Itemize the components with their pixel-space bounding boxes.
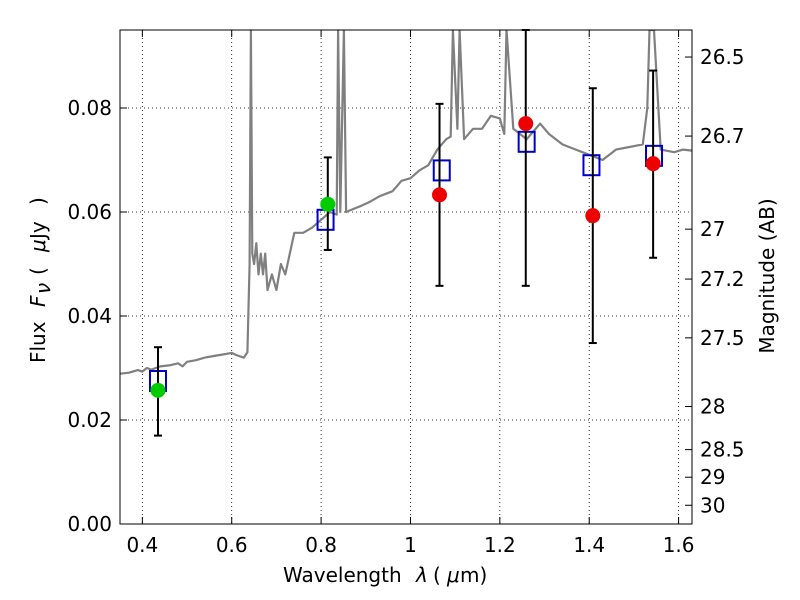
svg-text:F: F	[26, 295, 50, 307]
grid	[120, 30, 692, 524]
right-tick-label: 27.5	[700, 326, 745, 350]
x-tick-label: 1.2	[484, 533, 516, 557]
x-tick-label: 0.8	[305, 533, 337, 557]
y-axis: 0.00 0.02 0.04 0.06 0.08	[67, 96, 127, 536]
svg-text:Wavelength: Wavelength	[283, 563, 402, 587]
data-point	[585, 208, 601, 224]
x-tick-label: 0.4	[126, 533, 158, 557]
svg-text:): )	[26, 197, 50, 205]
model-box	[582, 154, 601, 177]
svg-text:ν: ν	[31, 283, 55, 294]
y-tick-label: 0.02	[67, 408, 112, 432]
svg-text:Flux: Flux	[26, 321, 50, 363]
y-tick-label: 0.04	[67, 304, 112, 328]
data-point	[150, 382, 166, 398]
y-axis-label: Flux F ν ( μ Jy )	[26, 197, 55, 363]
x-axis: 0.4 0.6 0.8 1 1.2 1.4 1.6	[126, 30, 695, 557]
right-axis-label: Magnitude (AB)	[755, 198, 779, 353]
x-tick-label: 1.6	[663, 533, 695, 557]
spectrum-line	[120, 30, 692, 375]
right-axis: 26.5 26.7 27 27.2 27.5 28 28.5 29 30	[685, 45, 745, 517]
data-point	[645, 156, 661, 172]
svg-text:λ: λ	[415, 563, 428, 587]
svg-text:Jy: Jy	[26, 221, 50, 241]
plot-area	[120, 29, 692, 437]
data-point	[432, 187, 448, 203]
y-tick-label: 0.00	[67, 512, 112, 536]
right-tick-label: 27	[700, 217, 725, 241]
x-tick-label: 1.4	[573, 533, 605, 557]
y-tick-label: 0.06	[67, 200, 112, 224]
svg-text:(: (	[26, 267, 50, 275]
svg-text:μ: μ	[446, 563, 460, 587]
right-tick-label: 26.5	[700, 45, 745, 69]
plot-frame	[119, 29, 693, 525]
svg-text:m): m)	[460, 563, 487, 587]
x-tick-label: 0.6	[216, 533, 248, 557]
right-tick-label: 28.5	[700, 438, 745, 462]
right-tick-label: 29	[700, 465, 725, 489]
svg-text:μ: μ	[26, 239, 50, 253]
x-tick-label: 1	[404, 533, 417, 557]
data-point	[320, 196, 336, 212]
model-box	[432, 159, 451, 182]
x-axis-label: Wavelength λ ( μ m)	[283, 563, 487, 587]
y-tick-label: 0.08	[67, 96, 112, 120]
right-tick-label: 28	[700, 394, 725, 418]
right-tick-label: 27.2	[700, 267, 745, 291]
svg-text:(: (	[433, 563, 441, 587]
right-tick-label: 30	[700, 493, 725, 517]
right-tick-label: 26.7	[700, 124, 745, 148]
data-point	[518, 116, 534, 132]
